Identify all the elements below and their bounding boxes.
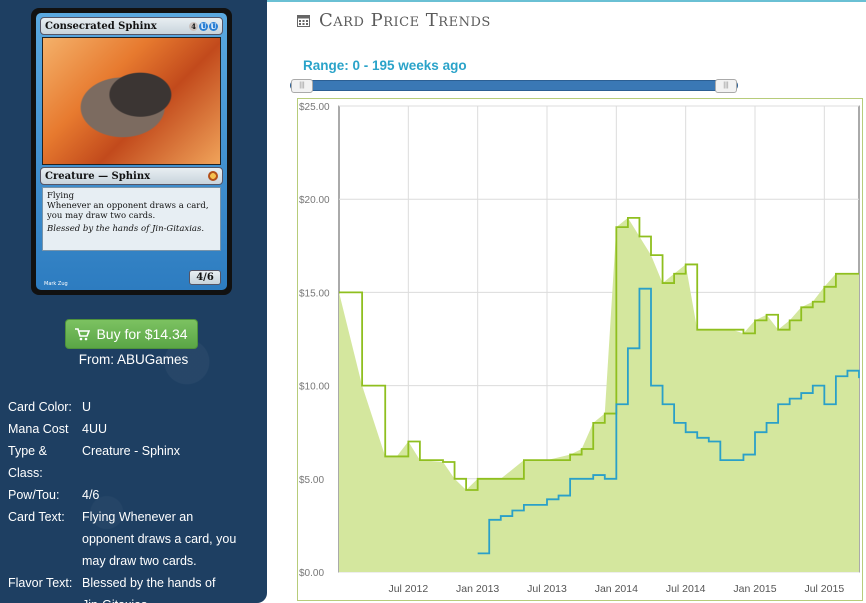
detail-value: U [82,400,92,414]
x-tick-label: Jan 2015 [733,583,776,595]
range-handle-end[interactable]: ||| [715,79,737,93]
card-mana-cost: 4 U U [189,21,218,31]
card-image: Consecrated Sphinx 4 U U Creature — Sphi… [31,8,232,295]
x-tick-label: Jul 2015 [804,583,844,595]
card-art [42,37,221,165]
card-text-box: Flying Whenever an opponent draws a card… [42,187,221,251]
buy-button[interactable]: Buy for $14.34 [65,319,198,349]
detail-value: Creature - Sphinx [82,444,180,458]
range-slider[interactable]: ||| ||| [290,79,738,93]
detail-row-pow-tou: Pow/Tou: 4/6 [0,484,267,506]
y-tick-label: $0.00 [299,568,324,579]
series-0-area [339,217,859,572]
detail-row-card-text: Card Text: Flying Whenever an opponent d… [0,506,267,572]
mana-symbol-generic: 4 [189,21,198,31]
card-type-bar: Creature — Sphinx [40,167,223,185]
detail-label: Pow/Tou: [8,488,60,502]
detail-row-color: Card Color: U [0,396,267,418]
y-tick-label: $20.00 [299,195,330,206]
x-tick-label: Jul 2013 [527,583,567,595]
y-tick-label: $10.00 [299,382,330,393]
section-header: Card Price Trends [297,10,491,31]
card-frame: Consecrated Sphinx 4 U U Creature — Sphi… [36,13,227,290]
x-tick-label: Jan 2014 [595,583,638,595]
card-rules-line: Whenever an opponent draws a card, you m… [47,201,209,221]
buy-from-vendor: From: ABUGames [78,352,189,367]
mana-symbol-blue: U [199,21,208,31]
card-power-toughness: 4/6 [189,270,221,285]
y-tick-label: $15.00 [299,288,330,299]
detail-label: Card Color: [8,400,72,414]
detail-value: 4/6 [82,488,100,502]
detail-label: Type & Class: [8,444,47,480]
price-chart: $0.00 $5.00 $10.00 $15.00 $20.00 $25.00 Jul 20… [297,98,863,601]
detail-label: Mana Cost [8,422,69,436]
card-name: Consecrated Sphinx [45,20,157,32]
detail-value: Blessed by the hands of Jin-Gitaxias. [82,576,216,603]
detail-row-type: Type & Class: Creature - Sphinx [0,440,267,484]
set-symbol-icon [208,171,218,181]
detail-value: Flying Whenever an opponent draws a card… [82,510,237,568]
detail-value: 4UU [82,422,108,436]
range-handle-start[interactable]: ||| [291,79,313,93]
y-tick-label: $25.00 [299,102,330,113]
y-tick-label: $5.00 [299,475,324,486]
card-title-bar: Consecrated Sphinx 4 U U [40,17,223,35]
mana-symbol-blue: U [209,21,218,31]
page-title: Card Price Trends [319,10,491,31]
sidebar: Consecrated Sphinx 4 U U Creature — Sphi… [0,0,267,603]
buy-button-label: Buy for $14.34 [96,326,188,342]
x-tick-label: Jul 2014 [666,583,706,595]
card-artist: Mark Zug [44,281,68,287]
detail-label: Flavor Text: [8,576,73,590]
series-1-line [477,287,860,555]
calendar-icon [297,15,310,27]
card-flavor-text: Blessed by the hands of Jin-Gitaxias. [47,224,205,234]
header-rule [267,0,866,2]
detail-row-mana-cost: Mana Cost 4UU [0,418,267,440]
detail-row-flavor-text: Flavor Text: Blessed by the hands of Jin… [0,572,267,603]
x-tick-label: Jul 2012 [388,583,428,595]
detail-label: Card Text: [8,510,65,524]
x-tick-label: Jan 2013 [456,583,499,595]
series-0-line [339,216,859,491]
range-label: Range: 0 - 195 weeks ago [303,58,467,73]
card-details: Card Color: U Mana Cost 4UU Type & Class… [0,396,267,603]
card-rules-line: Flying [47,191,75,201]
cart-icon [75,327,91,340]
card-type-line: Creature — Sphinx [45,170,151,182]
